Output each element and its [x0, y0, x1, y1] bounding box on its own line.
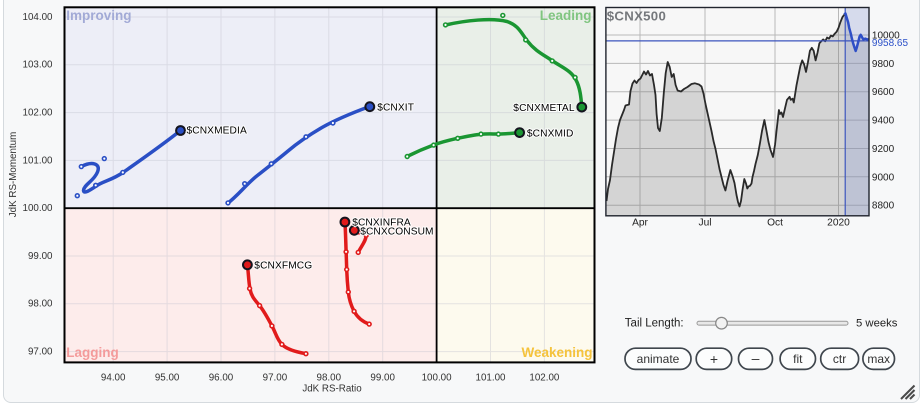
svg-text:$CNXINFRA: $CNXINFRA	[352, 218, 411, 229]
svg-text:Oct: Oct	[767, 218, 783, 229]
svg-text:$CNX500: $CNX500	[607, 8, 666, 23]
svg-text:$CNXFMCG: $CNXFMCG	[254, 260, 312, 271]
svg-text:+: +	[710, 351, 718, 367]
svg-text:animate: animate	[637, 352, 680, 366]
svg-text:97.00: 97.00	[263, 373, 288, 384]
svg-text:99.00: 99.00	[370, 373, 395, 384]
svg-text:Leading: Leading	[540, 8, 592, 23]
svg-text:99.00: 99.00	[28, 251, 53, 262]
svg-text:100.00: 100.00	[23, 203, 54, 214]
svg-text:max: max	[867, 352, 890, 366]
svg-text:Improving: Improving	[66, 8, 131, 23]
svg-text:Jul: Jul	[698, 218, 711, 229]
svg-text:100.00: 100.00	[422, 373, 453, 384]
svg-text:102.00: 102.00	[529, 373, 560, 384]
svg-text:ctr: ctr	[833, 352, 846, 366]
svg-text:Lagging: Lagging	[66, 345, 119, 360]
svg-text:102.00: 102.00	[23, 108, 54, 119]
svg-text:9958.65: 9958.65	[872, 38, 909, 49]
svg-text:$CNXIT: $CNXIT	[377, 102, 414, 113]
svg-text:9000: 9000	[872, 172, 895, 183]
svg-text:97.00: 97.00	[28, 347, 53, 358]
svg-text:2020: 2020	[827, 218, 850, 229]
svg-text:JdK RS-Ratio: JdK RS-Ratio	[302, 383, 362, 394]
svg-text:8800: 8800	[872, 201, 895, 212]
svg-text:$CNXMEDIA: $CNXMEDIA	[187, 126, 247, 137]
svg-text:101.00: 101.00	[476, 373, 507, 384]
svg-text:$CNXMID: $CNXMID	[527, 128, 574, 139]
svg-text:10000: 10000	[872, 31, 900, 42]
svg-text:5 weeks: 5 weeks	[856, 318, 898, 330]
svg-text:104.00: 104.00	[23, 12, 54, 23]
svg-text:103.00: 103.00	[23, 60, 54, 71]
svg-text:9400: 9400	[872, 116, 895, 127]
svg-text:Tail Length:: Tail Length:	[625, 318, 684, 330]
svg-text:95.00: 95.00	[155, 373, 180, 384]
svg-text:96.00: 96.00	[209, 373, 234, 384]
svg-text:98.00: 98.00	[317, 373, 342, 384]
svg-text:–: –	[752, 350, 760, 366]
svg-text:9800: 9800	[872, 59, 895, 70]
svg-text:94.00: 94.00	[101, 373, 126, 384]
svg-text:fit: fit	[793, 352, 803, 366]
svg-text:98.00: 98.00	[28, 299, 53, 310]
svg-text:101.00: 101.00	[23, 155, 54, 166]
svg-text:Weakening: Weakening	[521, 345, 592, 360]
svg-text:9600: 9600	[872, 87, 895, 98]
svg-text:JdK RS-Momentum: JdK RS-Momentum	[8, 132, 19, 217]
svg-text:$CNXMETAL: $CNXMETAL	[513, 103, 575, 114]
svg-text:Apr: Apr	[632, 218, 648, 229]
svg-text:$CNXCONSUM: $CNXCONSUM	[360, 227, 433, 238]
svg-text:9200: 9200	[872, 144, 895, 155]
